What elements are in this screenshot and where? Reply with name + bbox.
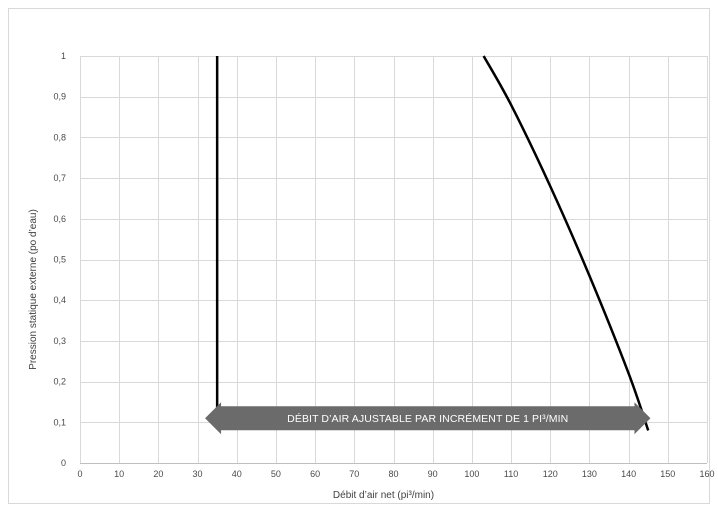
y-tick-label: 0,3 xyxy=(53,336,66,346)
x-tick-label: 0 xyxy=(77,469,82,479)
x-tick-label: 150 xyxy=(660,469,675,479)
y-tick-label: 0,4 xyxy=(53,295,66,305)
y-tick-label: 0,5 xyxy=(53,255,66,265)
y-tick-label: 0,2 xyxy=(53,377,66,387)
x-tick-label: 40 xyxy=(232,469,242,479)
x-tick-label: 30 xyxy=(193,469,203,479)
max-airflow-curve xyxy=(482,55,650,431)
y-tick-label: 0,1 xyxy=(53,417,66,427)
x-tick-label: 100 xyxy=(464,469,479,479)
x-tick-label: 90 xyxy=(428,469,438,479)
x-tick-label: 70 xyxy=(349,469,359,479)
x-tick-label: 110 xyxy=(504,469,518,479)
tick-label-layer: 0 10 20 30 40 50 60 70 80 90 100 110 120 130 140 150 160… xyxy=(53,51,714,479)
y-tick-label: 1 xyxy=(61,51,66,61)
x-tick-label: 130 xyxy=(582,469,597,479)
x-tick-label: 140 xyxy=(621,469,636,479)
adjustable-airflow-arrow xyxy=(205,402,651,435)
y-tick-label: 0,9 xyxy=(53,92,66,102)
series-layer xyxy=(215,55,650,431)
adjustable-airflow-label: DÉBIT D’AIR AJUSTABLE PAR INCRÉMENT DE 1… xyxy=(287,412,568,425)
x-tick-label: 60 xyxy=(310,469,320,479)
x-tick-label: 80 xyxy=(388,469,398,479)
y-tick-label: 0 xyxy=(61,458,66,468)
x-tick-label: 50 xyxy=(271,469,281,479)
annotation-layer: DÉBIT D’AIR AJUSTABLE PAR INCRÉMENT DE 1… xyxy=(205,402,651,435)
y-axis-title: Pression statique externe (po d’eau) xyxy=(28,209,39,370)
x-axis-title: Débit d’air net (pi³/min) xyxy=(333,490,434,501)
x-tick-label: 10 xyxy=(114,469,124,479)
x-tick-label: 120 xyxy=(543,469,558,479)
y-tick-label: 0,6 xyxy=(53,214,66,224)
y-tick-label: 0,8 xyxy=(53,132,66,142)
y-tick-label: 0,7 xyxy=(53,173,66,183)
x-tick-label: 20 xyxy=(153,469,163,479)
x-tick-label: 160 xyxy=(699,469,714,479)
